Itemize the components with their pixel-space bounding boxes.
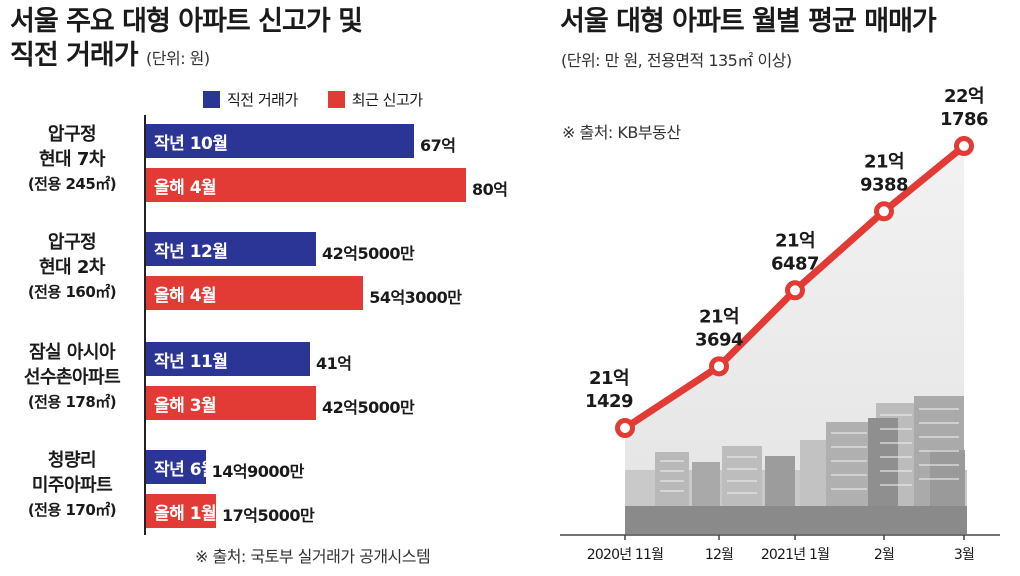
line-x-tick-label: 2월 bbox=[874, 547, 894, 563]
bar-recent: 올해 4월 bbox=[146, 276, 364, 310]
bar-recent: 올해 4월 bbox=[146, 168, 466, 202]
bar-previous: 작년 6월 bbox=[146, 450, 217, 484]
group-label-name1: 압구정 bbox=[47, 124, 97, 145]
legend-swatch-blue bbox=[203, 91, 220, 108]
line-data-label: 9388 bbox=[860, 174, 908, 195]
bar-value-label: 67억 bbox=[420, 136, 456, 155]
line-data-label: 22억 bbox=[944, 86, 984, 107]
bar-value-label: 42억5000만 bbox=[322, 244, 415, 263]
legend-item-previous: 직전 거래가 bbox=[203, 89, 298, 110]
bar-recent: 올해 1월 bbox=[146, 494, 217, 528]
line-data-label: 21억 bbox=[589, 368, 629, 389]
line-point bbox=[709, 356, 729, 377]
bar-previous: 작년 12월 bbox=[146, 232, 316, 266]
right-subtitle: (단위: 만 원, 전용면적 135㎡ 이상) bbox=[561, 51, 792, 70]
line-data-label: 3694 bbox=[695, 329, 743, 350]
group-label-name2: 현대 2차 bbox=[39, 257, 105, 278]
line-point bbox=[874, 201, 894, 222]
group-label-area: (전용 170㎡) bbox=[27, 501, 117, 519]
line-data-label: 21억 bbox=[864, 151, 904, 172]
group-label-name2: 현대 7차 bbox=[39, 149, 105, 170]
apartment-skyline-illustration bbox=[625, 396, 967, 534]
group-label-area: (전용 245㎡) bbox=[27, 175, 117, 193]
line-x-tick-label: 3월 bbox=[954, 547, 974, 563]
bar-previous: 작년 11월 bbox=[146, 342, 310, 376]
right-source: ※ 출처: KB부동산 bbox=[562, 123, 681, 142]
group-label-name1: 잠실 아시아 bbox=[28, 342, 116, 363]
bar-value-label: 41억 bbox=[316, 354, 352, 373]
line-x-tick-label: 2020년 11월 bbox=[587, 547, 663, 563]
line-data-label: 21억 bbox=[775, 230, 815, 251]
line-data-label: 6487 bbox=[771, 253, 819, 274]
line-x-ticks bbox=[624, 535, 965, 540]
bar-value-label: 42억5000만 bbox=[322, 398, 415, 417]
line-x-tick-label: 12월 bbox=[705, 547, 733, 563]
bar-value-label: 54억3000만 bbox=[369, 288, 462, 307]
line-x-tick-labels: 2020년 11월 12월 2021년 1월 2월 3월 bbox=[587, 547, 975, 563]
line-x-tick-label: 2021년 1월 bbox=[761, 547, 829, 563]
bar-value-label: 80억 bbox=[472, 180, 508, 199]
group-label-name2: 미주아파트 bbox=[31, 475, 113, 496]
line-point bbox=[954, 136, 974, 156]
bar-value-label: 17억5000만 bbox=[222, 506, 315, 525]
group-label-name1: 청량리 bbox=[47, 450, 97, 471]
group-label-area: (전용 160㎡) bbox=[27, 283, 117, 301]
bar-value-label: 14억9000만 bbox=[211, 462, 305, 481]
line-data-label: 21억 bbox=[699, 306, 739, 327]
left-source: ※ 출처: 국토부 실거래가 공개시스템 bbox=[195, 547, 431, 566]
left-title-text: 직전 거래가 bbox=[10, 40, 139, 71]
line-data-label: 1429 bbox=[585, 391, 633, 412]
group-label-name1: 압구정 bbox=[47, 232, 97, 253]
line-point bbox=[615, 418, 635, 438]
group-label-name2: 선수촌아파트 bbox=[23, 367, 121, 388]
right-title: 서울 대형 아파트 월별 평균 매매가 bbox=[560, 6, 937, 37]
line-data-label: 1786 bbox=[940, 109, 988, 130]
legend-label-recent: 최근 신고가 bbox=[351, 91, 423, 109]
legend-label-previous: 직전 거래가 bbox=[227, 91, 298, 109]
group-label-area: (전용 178㎡) bbox=[27, 393, 117, 411]
bar-axis-line bbox=[144, 115, 146, 535]
bar-legend: 직전 거래가 최근 신고가 bbox=[203, 89, 423, 110]
left-title-line1: 서울 주요 대형 아파트 신고가 및 bbox=[10, 6, 363, 37]
bar-recent: 올해 3월 bbox=[146, 386, 316, 420]
line-points bbox=[615, 136, 974, 438]
left-title-line2: 직전 거래가 (단위: 원) bbox=[10, 40, 210, 75]
bar-previous: 작년 10월 bbox=[146, 124, 414, 158]
line-point bbox=[785, 280, 805, 301]
legend-swatch-red bbox=[327, 91, 345, 108]
legend-item-recent: 최근 신고가 bbox=[327, 89, 423, 110]
left-unit: (단위: 원) bbox=[146, 49, 210, 68]
